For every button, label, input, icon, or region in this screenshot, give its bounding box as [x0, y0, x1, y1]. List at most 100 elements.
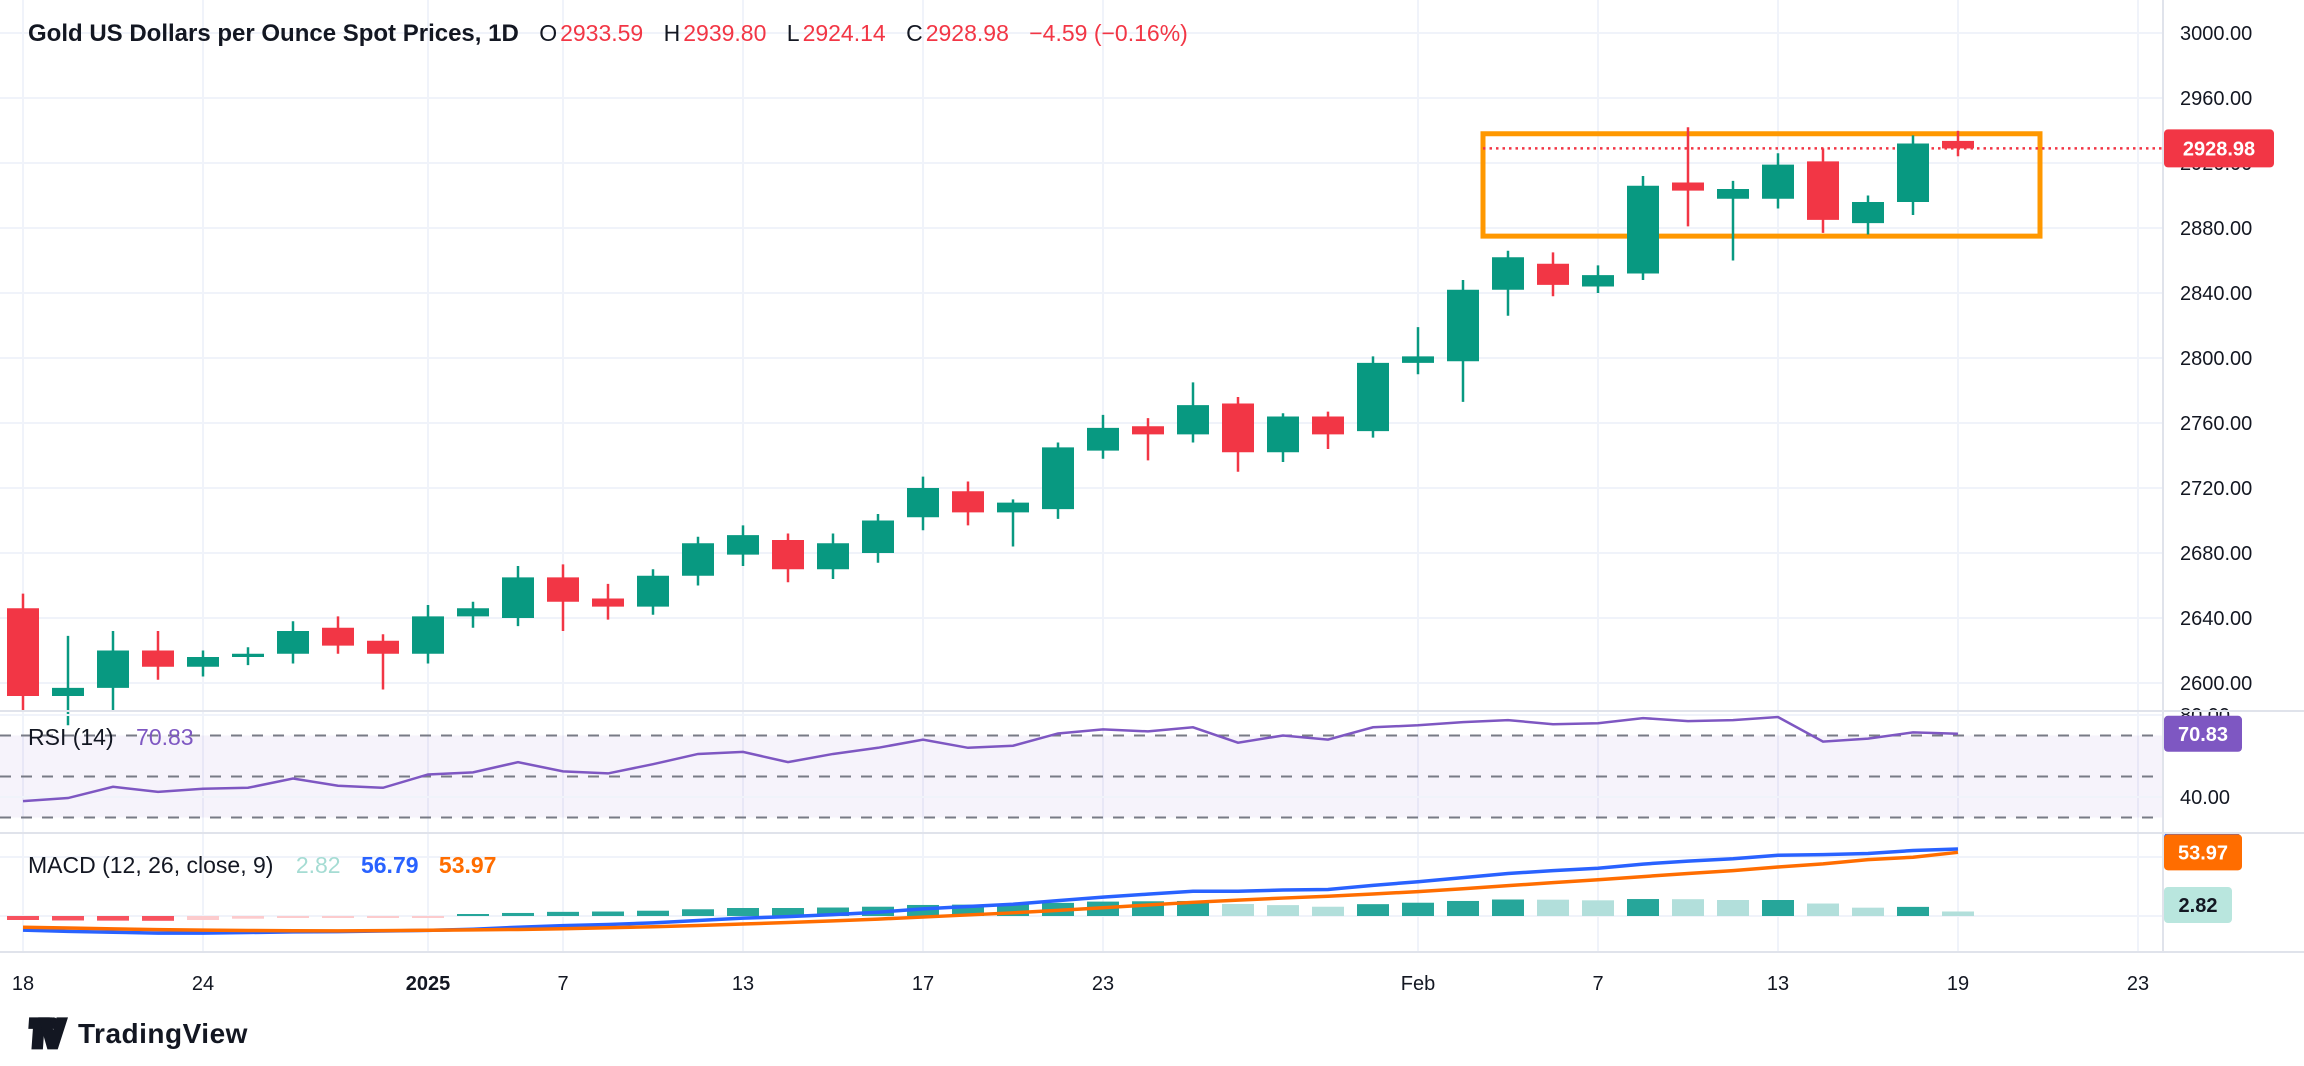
- price-axis[interactable]: 3000.002960.002920.002880.002840.002800.…: [2164, 23, 2274, 923]
- candle-Jan-9[interactable]: [637, 569, 669, 615]
- candle-Feb-19[interactable]: [1942, 130, 1974, 157]
- time-label-19: 19: [1947, 973, 1969, 995]
- candle-Jan-2[interactable]: [412, 605, 444, 664]
- macd-signal-badge-text: 53.97: [2178, 842, 2228, 864]
- candle-Jan-24[interactable]: [1132, 418, 1164, 461]
- candle-Jan-6[interactable]: [502, 566, 534, 627]
- macd-signal-value: 53.97: [438, 852, 497, 878]
- macd-hist-bar: [142, 916, 174, 921]
- candle-Feb-3[interactable]: [1402, 327, 1434, 375]
- candle-Jan-21[interactable]: [997, 499, 1029, 547]
- candle-Jan-20[interactable]: [952, 481, 984, 526]
- macd-hist-bar: [1942, 911, 1974, 916]
- macd-hist-bar: [1537, 899, 1569, 916]
- candle-Jan-10[interactable]: [682, 536, 714, 586]
- time-label-17: 17: [912, 973, 934, 995]
- candle-Dec-20[interactable]: [97, 631, 129, 711]
- macd-signal-badge: [2164, 834, 2242, 871]
- macd-hist-bar: [1402, 902, 1434, 916]
- axis-label: 2880.00: [2180, 218, 2252, 240]
- axis-label: 40.00: [2180, 787, 2230, 809]
- candle-Feb-11[interactable]: [1672, 127, 1704, 227]
- candle-Feb-6[interactable]: [1537, 252, 1569, 297]
- macd-hist-badge-text: 2.82: [2179, 895, 2218, 917]
- macd-hist-bar: [727, 908, 759, 916]
- macd-hist-bar: [7, 916, 39, 920]
- candle-Jan-7[interactable]: [547, 564, 579, 631]
- macd-hist-value: 2.82: [295, 852, 341, 878]
- candle-Jan-23[interactable]: [1087, 414, 1119, 459]
- axis-label: 2800.00: [2180, 348, 2252, 370]
- candle-Feb-18[interactable]: [1897, 135, 1929, 215]
- candle-Feb-17[interactable]: [1852, 195, 1884, 235]
- candle-Jan-22[interactable]: [1042, 442, 1074, 519]
- candle-Dec-26[interactable]: [232, 647, 264, 666]
- candle-Jan-16[interactable]: [862, 514, 894, 563]
- candle-Feb-10[interactable]: [1627, 176, 1659, 280]
- symbol-title[interactable]: Gold US Dollars per Ounce Spot Prices, 1…: [28, 20, 519, 47]
- macd-legend: MACD (12, 26, close, 9) 2.82 56.79 53.97: [28, 852, 496, 879]
- candle-Feb-12[interactable]: [1717, 180, 1749, 261]
- candle-Jan-31[interactable]: [1357, 356, 1389, 438]
- candle-Jan-13[interactable]: [727, 525, 759, 566]
- candle-Dec-23[interactable]: [142, 631, 174, 680]
- candle-Dec-27[interactable]: [277, 621, 309, 664]
- low-value: 2924.14: [802, 20, 886, 46]
- time-label-7: 7: [557, 973, 568, 995]
- time-label-24: 24: [192, 973, 214, 995]
- macd-hist-bar: [1852, 907, 1884, 916]
- candle-Feb-4[interactable]: [1447, 280, 1479, 402]
- candle-Feb-13[interactable]: [1762, 153, 1794, 209]
- candle-Feb-7[interactable]: [1582, 265, 1614, 293]
- candle-Jan-28[interactable]: [1222, 397, 1254, 472]
- macd-pane: [0, 847, 2163, 935]
- tradingview-watermark[interactable]: TradingView: [28, 1016, 248, 1052]
- macd-hist-bar: [52, 916, 84, 921]
- macd-hist-bar: [592, 911, 624, 916]
- candle-Feb-14[interactable]: [1807, 148, 1839, 233]
- macd-hist-bar: [682, 909, 714, 916]
- candle-Jan-14[interactable]: [772, 533, 804, 583]
- macd-hist-bar: [367, 916, 399, 918]
- macd-hist-bar: [1897, 906, 1929, 916]
- candle-Dec-18[interactable]: [7, 593, 39, 711]
- candle-Dec-30[interactable]: [322, 616, 354, 654]
- candle-Dec-24[interactable]: [187, 650, 219, 677]
- axis-label: 2720.00: [2180, 478, 2252, 500]
- candle-Jan-27[interactable]: [1177, 382, 1209, 443]
- rsi-pane: [0, 714, 2163, 819]
- candle-Dec-31[interactable]: [367, 634, 399, 690]
- macd-hist-bar: [187, 916, 219, 920]
- candlestick-series[interactable]: [7, 127, 1974, 726]
- axis-label: 2760.00: [2180, 413, 2252, 435]
- candle-Feb-5[interactable]: [1492, 250, 1524, 316]
- candle-Jan-29[interactable]: [1267, 413, 1299, 462]
- consolidation-box-annotation[interactable]: [1480, 131, 2043, 239]
- time-axis[interactable]: 18 24 2025 7 13 17 23 Feb 7 13 19 23: [12, 973, 2149, 995]
- macd-hist-bar: [1312, 906, 1344, 916]
- macd-hist-bar: [817, 907, 849, 916]
- macd-hist-bar: [1222, 904, 1254, 916]
- candle-Jan-8[interactable]: [592, 583, 624, 620]
- axis-label: 2640.00: [2180, 608, 2252, 630]
- macd-hist-bar: [502, 912, 534, 916]
- tradingview-logo-icon: [28, 1017, 68, 1050]
- axis-label: 2840.00: [2180, 283, 2252, 305]
- macd-hist-bar: [637, 910, 669, 916]
- macd-indicator-title[interactable]: MACD (12, 26, close, 9): [28, 852, 274, 878]
- rsi-value: 70.83: [136, 724, 194, 750]
- macd-hist-bar: [997, 904, 1029, 916]
- macd-hist-badge: [2164, 887, 2232, 923]
- high-value: 2939.80: [683, 20, 767, 46]
- rsi-line[interactable]: [22, 715, 1959, 803]
- rsi-indicator-title[interactable]: RSI (14): [28, 724, 114, 750]
- macd-signal-line[interactable]: [22, 850, 1959, 933]
- rsi-legend: RSI (14) 70.83: [28, 724, 194, 751]
- candle-Jan-30[interactable]: [1312, 411, 1344, 449]
- candle-Jan-15[interactable]: [817, 533, 849, 580]
- candle-Jan-3[interactable]: [457, 601, 489, 628]
- macd-hist-bar: [277, 916, 309, 918]
- candle-Jan-17[interactable]: [907, 476, 939, 531]
